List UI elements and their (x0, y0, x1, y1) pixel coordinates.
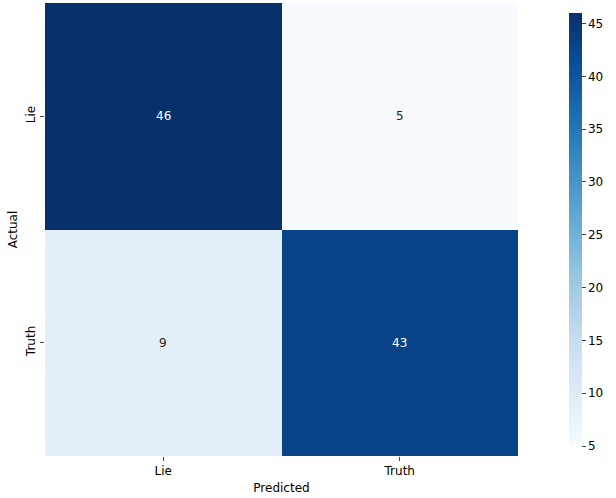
svg-text:30: 30 (588, 175, 603, 189)
svg-text:46: 46 (156, 109, 171, 123)
svg-text:15: 15 (588, 334, 603, 348)
svg-text:35: 35 (588, 122, 603, 136)
svg-text:10: 10 (588, 386, 603, 400)
svg-text:Truth: Truth (24, 326, 38, 357)
svg-text:43: 43 (392, 336, 407, 350)
svg-text:5: 5 (588, 439, 596, 453)
svg-text:20: 20 (588, 281, 603, 295)
svg-text:5: 5 (396, 109, 404, 123)
svg-text:Truth: Truth (384, 464, 415, 478)
svg-text:40: 40 (588, 70, 603, 84)
svg-text:Lie: Lie (155, 464, 172, 478)
svg-text:Lie: Lie (24, 106, 38, 123)
svg-text:Actual: Actual (6, 211, 20, 249)
svg-text:9: 9 (159, 336, 167, 350)
svg-text:Predicted: Predicted (253, 481, 309, 495)
svg-text:25: 25 (588, 228, 603, 242)
svg-text:45: 45 (588, 17, 603, 31)
